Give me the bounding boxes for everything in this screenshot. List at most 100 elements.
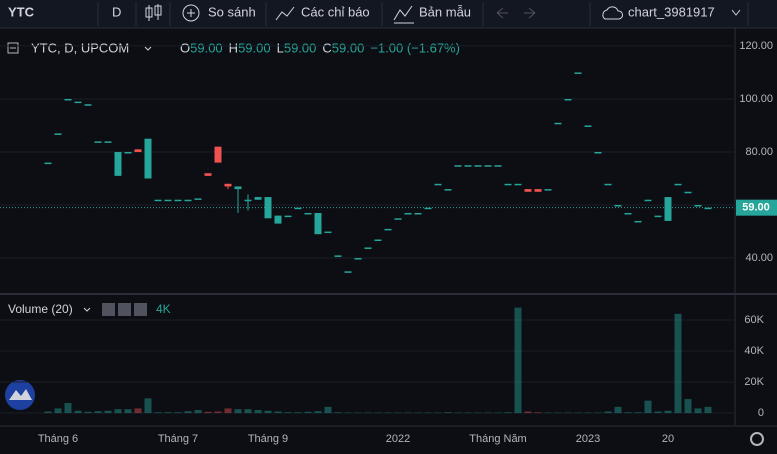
candle-body <box>464 165 472 167</box>
volume-buttons[interactable] <box>102 303 147 316</box>
candle-body <box>324 231 332 234</box>
toolbar <box>0 0 777 28</box>
last-price-tag <box>736 199 777 216</box>
volume-bar <box>94 411 102 414</box>
candle-body <box>94 141 102 143</box>
volume-bar <box>454 412 462 414</box>
volume-bar <box>274 411 282 414</box>
indicators-icon[interactable] <box>275 6 295 21</box>
candle-body <box>144 138 152 179</box>
volume-bar <box>314 411 322 414</box>
candle-body <box>104 141 112 143</box>
candle-body <box>674 183 682 186</box>
x-tick-label: Tháng 7 <box>158 433 198 445</box>
candle-body <box>704 207 712 210</box>
legend-title: YTC, D, UPCOM <box>31 40 129 55</box>
candle-body <box>614 205 622 207</box>
volume-tick-label: 40K <box>744 345 764 357</box>
volume-bar <box>694 408 702 414</box>
candle-body <box>424 207 432 210</box>
candle-body <box>184 199 192 202</box>
volume-bar <box>174 412 182 414</box>
interval[interactable]: D <box>112 4 121 19</box>
candle-body <box>594 151 602 154</box>
volume-bar <box>194 409 202 414</box>
volume-tick-label: 0 <box>758 407 764 419</box>
candle-body <box>444 189 452 191</box>
volume-bar <box>504 412 512 414</box>
x-tick-label: Tháng Năm <box>469 433 526 445</box>
candle-body <box>334 255 342 257</box>
candle-icon[interactable] <box>145 4 162 21</box>
symbol[interactable]: YTC <box>8 4 35 19</box>
cloud-icon[interactable] <box>602 6 623 20</box>
volume-bar <box>554 412 562 414</box>
volume-bar <box>644 400 652 414</box>
candle-body <box>654 215 662 218</box>
legend-dropdown[interactable] <box>144 46 152 51</box>
volume-bar <box>104 410 112 414</box>
x-tick-label: Tháng 9 <box>248 433 288 445</box>
legend-change: −1.00 (−1.67%) <box>370 40 460 55</box>
volume-bar <box>614 406 622 414</box>
indicators-button[interactable]: Các chỉ báo <box>301 4 370 19</box>
y-tick-label: 40.00 <box>745 252 773 264</box>
candle-body <box>294 207 302 210</box>
candle-body <box>224 183 232 187</box>
candle-body <box>494 165 502 167</box>
volume-bar <box>434 412 442 414</box>
legend-h-label: H <box>229 40 238 55</box>
volume-bar <box>334 412 342 414</box>
volume-bar <box>394 412 402 414</box>
volume-bar <box>494 412 502 414</box>
settings[interactable] <box>750 432 764 446</box>
volume-bar <box>234 409 242 414</box>
last-price-label: 59.00 <box>742 202 770 214</box>
candle-body <box>344 271 352 273</box>
compare-button[interactable]: So sánh <box>208 4 256 19</box>
candle-body <box>634 220 642 223</box>
layout-dropdown[interactable] <box>731 9 741 16</box>
candle-body <box>404 212 412 215</box>
layout-name[interactable]: chart_3981917 <box>628 4 715 19</box>
candle-body <box>304 212 312 215</box>
volume-bar <box>544 412 552 414</box>
templates-icon[interactable] <box>393 5 414 24</box>
candle-body <box>514 183 522 186</box>
volume-bar <box>664 410 672 414</box>
volume-title: Volume (20) <box>8 302 73 316</box>
legend-c: 59.00 <box>332 40 365 55</box>
volume-tick-label: 20K <box>744 376 764 388</box>
candle-body <box>694 205 702 207</box>
volume-bar <box>704 406 712 414</box>
candle-body <box>684 191 692 194</box>
redo[interactable] <box>524 7 536 19</box>
candle-body <box>384 228 392 231</box>
volume-bar <box>304 411 312 414</box>
candle-body <box>574 72 582 74</box>
volume-bar <box>374 412 382 414</box>
volume-bar <box>444 412 452 414</box>
legend-o: 59.00 <box>190 40 223 55</box>
volume-bar <box>624 412 632 414</box>
undo[interactable] <box>496 7 508 19</box>
templates-button[interactable]: Bản mẫu <box>419 4 471 19</box>
candle-body <box>624 212 632 215</box>
volume-bar <box>254 409 262 414</box>
candle-body <box>374 239 382 241</box>
volume-bar <box>484 412 492 414</box>
volume-bar <box>574 412 582 414</box>
compare-icon[interactable] <box>182 4 200 22</box>
volume-dropdown[interactable] <box>83 307 91 312</box>
collapse-icon[interactable] <box>7 42 19 54</box>
volume-bar <box>534 412 542 414</box>
candle-body <box>274 215 282 224</box>
volume-bar <box>474 412 482 414</box>
volume-tick-label: 60K <box>744 314 764 326</box>
legend-l: 59.00 <box>284 40 317 55</box>
candle-body <box>394 218 402 220</box>
candle-body <box>124 151 132 154</box>
volume-bar <box>414 412 422 414</box>
legend-c-label: C <box>322 40 331 55</box>
